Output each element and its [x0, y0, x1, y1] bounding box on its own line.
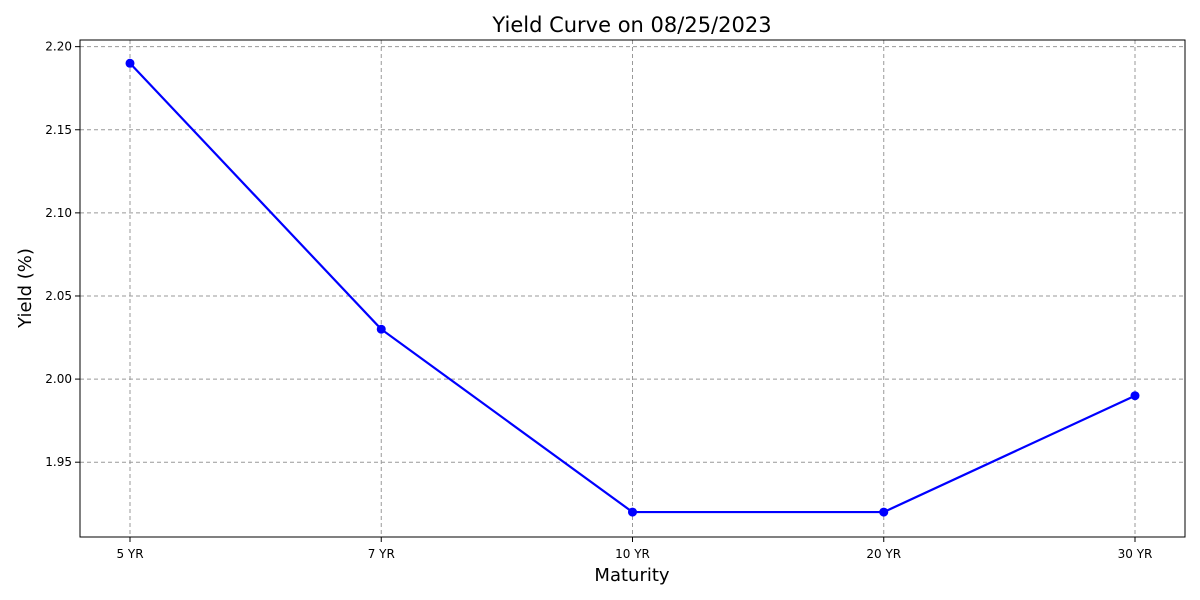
- y-tick-label: 2.10: [45, 206, 72, 220]
- series-layer: [125, 58, 1140, 517]
- y-tick-label: 2.05: [45, 289, 72, 303]
- axis-ticks: 5 YR 7 YR 10 YR 20 YR 30 YR 1.95 2.00 2.05 2.10 2…: [45, 40, 1152, 561]
- data-point-marker: [879, 507, 889, 517]
- y-tick-label: 1.95: [45, 455, 72, 469]
- y-tick-label: 2.20: [45, 40, 72, 54]
- data-point-marker: [628, 507, 637, 517]
- x-tick-label: 7 YR: [368, 547, 395, 561]
- data-point-marker: [376, 324, 386, 334]
- x-tick-label: 5 YR: [116, 547, 143, 561]
- data-point-marker: [1130, 391, 1140, 401]
- data-point-marker: [125, 58, 135, 68]
- x-tick-label: 30 YR: [1118, 547, 1153, 561]
- x-tick-label: 10 YR: [615, 547, 650, 561]
- x-axis-label: Maturity: [594, 565, 669, 586]
- y-tick-label: 2.00: [45, 372, 72, 386]
- y-axis-label: Yield (%): [15, 248, 36, 329]
- chart-title: Yield Curve on 08/25/2023: [491, 13, 771, 37]
- x-tick-label: 20 YR: [866, 547, 901, 561]
- grid-lines: [80, 40, 1185, 537]
- y-tick-label: 2.15: [45, 123, 72, 137]
